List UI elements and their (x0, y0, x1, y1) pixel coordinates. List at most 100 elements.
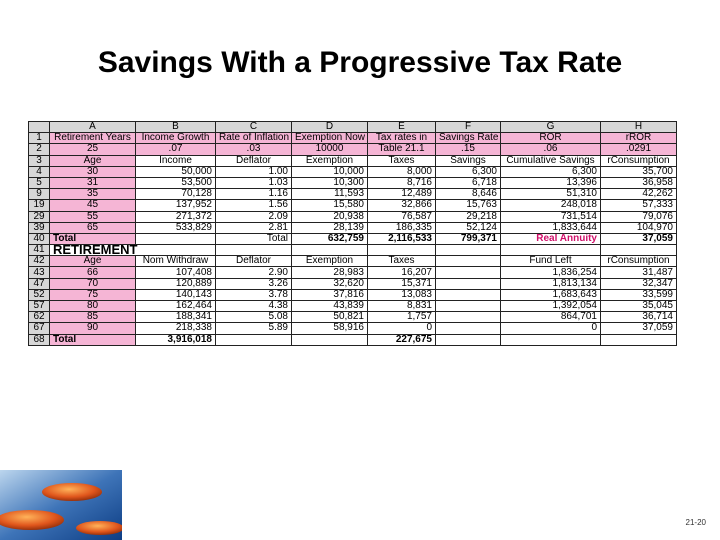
cell (291, 333, 368, 346)
data-cell: 58,916 (291, 322, 368, 335)
row-number: 42 (28, 255, 50, 268)
total-label: Total (49, 232, 136, 246)
label-cell: Fund Left (500, 255, 601, 268)
data-cell: 79,076 (600, 210, 677, 223)
sheet-row: 2 25.07.03 10000 Table 21.1.15.06.0291 (28, 143, 677, 156)
data-cell: 50,000 (135, 165, 216, 178)
data-cell: 32,866 (367, 199, 436, 212)
row-number: 39 (28, 221, 50, 234)
row-number: 19 (28, 199, 50, 212)
table-row: 57 80 162,464 4.38 43,839 8,831 1,392,054 35,04… (28, 299, 677, 313)
label-cell: Deflator (215, 255, 292, 268)
column-header: B (135, 120, 216, 134)
label-cell: Exemption Now (291, 132, 368, 145)
data-cell: 10,300 (291, 176, 368, 190)
label-cell: Taxes (367, 255, 436, 268)
cell (135, 232, 216, 246)
data-cell: 32,620 (291, 277, 368, 290)
cell (215, 244, 292, 257)
data-cell: 15,580 (291, 199, 368, 212)
data-cell: 3.26 (215, 277, 292, 290)
data-cell: 186,335 (367, 221, 436, 234)
data-cell: 0 (500, 322, 601, 335)
data-cell: 31 (49, 176, 136, 190)
row-number: 1 (28, 132, 50, 145)
table-row: 67 90 218,338 5.89 58,916 0 0 37,059 (28, 322, 677, 335)
data-cell: 11,593 (291, 188, 368, 201)
table-row: 39 65 533,829 2.81 28,139 186,335 52,124 1,833,… (28, 221, 677, 234)
sheet-row: 41 RETIREMENT (28, 244, 677, 257)
data-cell: 8,716 (367, 176, 436, 190)
label-cell: Income Growth (135, 132, 216, 145)
column-header: H (600, 120, 677, 134)
data-cell: 1,683,643 (500, 288, 601, 302)
data-cell: 32,347 (600, 277, 677, 290)
cell (435, 277, 501, 290)
data-cell: 1.16 (215, 188, 292, 201)
sheet-row: 42 Age Nom Withdraw Deflator Exemption Taxes F… (28, 255, 677, 268)
column-header: E (367, 120, 436, 134)
table-row: 9 35 70,128 1.16 11,593 12,489 8,646 51,310 42,2… (28, 188, 677, 201)
data-cell: 271,372 (135, 210, 216, 223)
param-cell: .03 (215, 143, 292, 156)
cell (435, 322, 501, 335)
param-cell: 25 (49, 143, 136, 156)
total-cell: 632,759 (291, 232, 368, 246)
data-cell: 85 (49, 311, 136, 324)
data-cell: 8,000 (367, 165, 436, 178)
row-number: 4 (28, 165, 50, 178)
cell (600, 333, 677, 346)
data-cell: 16,207 (367, 266, 436, 279)
label-cell: rConsumption (600, 255, 677, 268)
data-cell: 80 (49, 299, 136, 313)
table-row: 5 31 53,500 1.03 10,300 8,716 6,718 13,396 36,95… (28, 176, 677, 190)
label-cell: Savings (435, 154, 501, 167)
row-number: 9 (28, 188, 50, 201)
row-number: 3 (28, 154, 50, 167)
label-cell: Tax rates in (367, 132, 436, 145)
label-cell: Rate of Inflation (215, 132, 292, 145)
data-cell: 53,500 (135, 176, 216, 190)
cell (500, 333, 601, 346)
data-cell: 533,829 (135, 221, 216, 234)
row-number: 29 (28, 210, 50, 223)
label-cell: Income (135, 154, 216, 167)
row-number: 43 (28, 266, 50, 279)
data-cell: 6,300 (500, 165, 601, 178)
data-cell: 90 (49, 322, 136, 335)
data-cell: 2.90 (215, 266, 292, 279)
total-cell: 227,675 (367, 333, 436, 346)
sheet-row: 1 Retirement Years Income Growth Rate of In… (28, 132, 677, 145)
data-cell: 1.00 (215, 165, 292, 178)
data-cell: 5.08 (215, 311, 292, 324)
column-header: C (215, 120, 292, 134)
data-cell: 70,128 (135, 188, 216, 201)
total-row: 68 Total 3,916,018 227,675 (28, 333, 677, 346)
data-cell: 137,952 (135, 199, 216, 212)
label-cell: Exemption (291, 154, 368, 167)
column-header: F (435, 120, 501, 134)
row-number: 5 (28, 176, 50, 190)
param-cell: .15 (435, 143, 501, 156)
table-row: 62 85 188,341 5.08 50,821 1,757 864,701 36,714 (28, 311, 677, 324)
data-cell: 35,045 (600, 299, 677, 313)
cell (500, 244, 601, 257)
cell (215, 333, 292, 346)
data-cell: 1,813,134 (500, 277, 601, 290)
data-cell: 37,816 (291, 288, 368, 302)
cell (291, 244, 368, 257)
data-cell: 36,714 (600, 311, 677, 324)
data-cell: 55 (49, 210, 136, 223)
data-cell: 2.09 (215, 210, 292, 223)
data-cell: 75 (49, 288, 136, 302)
data-cell: 36,958 (600, 176, 677, 190)
total-cell: 2,116,533 (367, 232, 436, 246)
label-cell: Age (49, 154, 136, 167)
data-cell: 76,587 (367, 210, 436, 223)
data-cell: 140,143 (135, 288, 216, 302)
data-cell: 1,836,254 (500, 266, 601, 279)
data-cell: 29,218 (435, 210, 501, 223)
data-cell: 57,333 (600, 199, 677, 212)
data-cell: 10,000 (291, 165, 368, 178)
